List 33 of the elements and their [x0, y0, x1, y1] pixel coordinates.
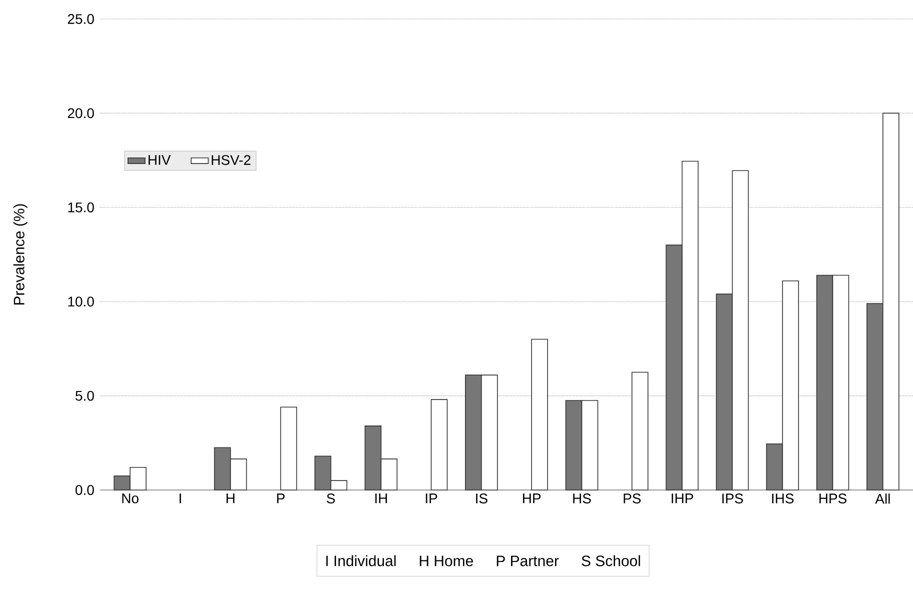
y-tick-label: 15.0 — [68, 202, 94, 212]
legend-label: HSV-2 — [212, 155, 250, 165]
x-tick-label: IHP — [672, 494, 694, 504]
x-tick-label: IH — [375, 494, 387, 504]
y-tick-label: 25.0 — [68, 14, 94, 24]
x-tick-label: IHS — [772, 494, 794, 504]
bar — [632, 372, 648, 490]
y-tick-label: 10.0 — [68, 296, 94, 307]
x-tick-label: P — [277, 494, 285, 504]
y-axis-title: Prevalence (%) — [13, 204, 28, 305]
y-tick-label: 0.0 — [76, 485, 94, 495]
x-tick-label: S — [326, 494, 335, 504]
text: S School — [582, 555, 640, 566]
x-tick-label: No — [122, 494, 138, 504]
x-tick-label: HS — [573, 494, 591, 504]
x-tick-label: HP — [523, 494, 541, 504]
bar — [430, 399, 448, 490]
bar — [531, 338, 548, 490]
text: P Partner — [496, 556, 559, 566]
text: I Individual — [326, 555, 396, 566]
legend-label: HIV — [148, 155, 171, 165]
x-tick-label: All — [875, 494, 890, 504]
bar — [280, 406, 298, 490]
x-tick-label: PS — [624, 494, 641, 504]
y-tick-label: 20.0 — [68, 108, 94, 118]
text: H Home — [420, 556, 473, 566]
x-tick-label: I — [180, 494, 181, 504]
x-tick-label: IP — [426, 494, 438, 504]
x-tick-label: IS — [476, 494, 488, 504]
x-tick-label: HPS — [819, 494, 846, 504]
x-tick-label: IPS — [722, 494, 743, 504]
y-tick-label: 5.0 — [76, 390, 94, 401]
x-tick-label: H — [226, 494, 234, 504]
